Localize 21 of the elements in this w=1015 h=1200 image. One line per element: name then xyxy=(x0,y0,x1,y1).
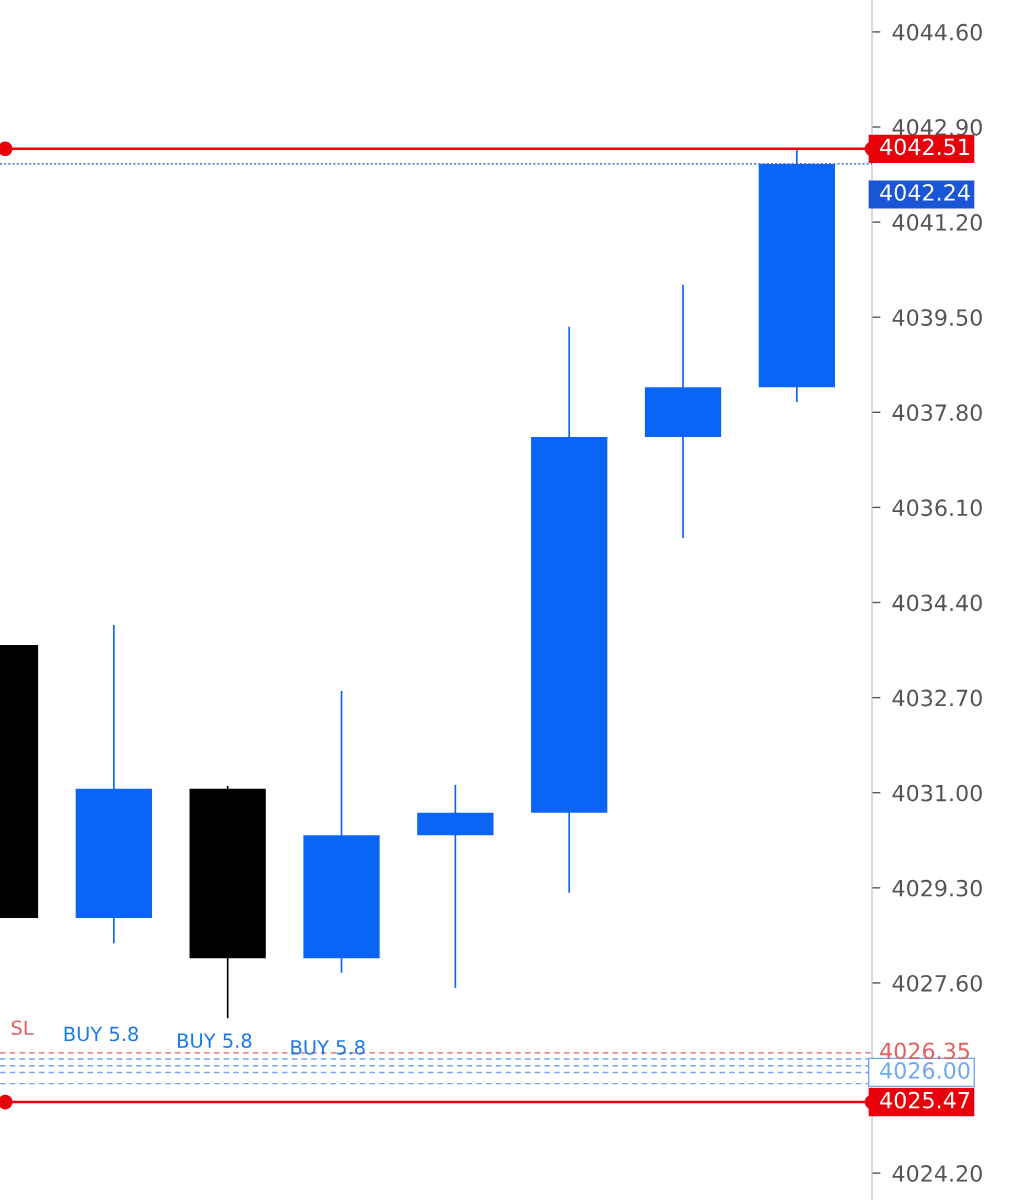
ref-line-label: 4042.24 xyxy=(880,184,970,201)
y-tick-label: 4031.00 xyxy=(892,784,982,802)
y-tick-label: 4036.10 xyxy=(892,499,982,517)
annotation: BUY 5.8 xyxy=(178,1033,252,1048)
y-tick-label: 4034.40 xyxy=(892,594,982,612)
y-tick-label: 4042.90 xyxy=(892,118,982,136)
y-tick-label: 4032.70 xyxy=(892,689,982,707)
y-tick-label: 4039.50 xyxy=(892,309,982,326)
y-tick-label: 4027.60 xyxy=(892,974,982,992)
annotation: SL xyxy=(11,1020,34,1036)
y-tick-label: 4029.30 xyxy=(892,879,982,897)
ref-line-label: 4026.00 xyxy=(880,1062,970,1079)
y-tick-label: 4037.80 xyxy=(892,404,982,422)
ref-line-label: 4026.35 xyxy=(880,1042,970,1060)
ref-line-label: 4025.47 xyxy=(880,1091,970,1109)
annotation: BUY 5.8 xyxy=(64,1026,139,1042)
annotation: BUY 5.8 xyxy=(291,1039,365,1055)
y-tick-label: 4044.60 xyxy=(892,23,982,41)
ref-line-label: 4042.51 xyxy=(880,138,969,156)
y-tick-label: 4041.20 xyxy=(892,214,982,231)
y-tick-label: 4024.20 xyxy=(892,1165,982,1182)
